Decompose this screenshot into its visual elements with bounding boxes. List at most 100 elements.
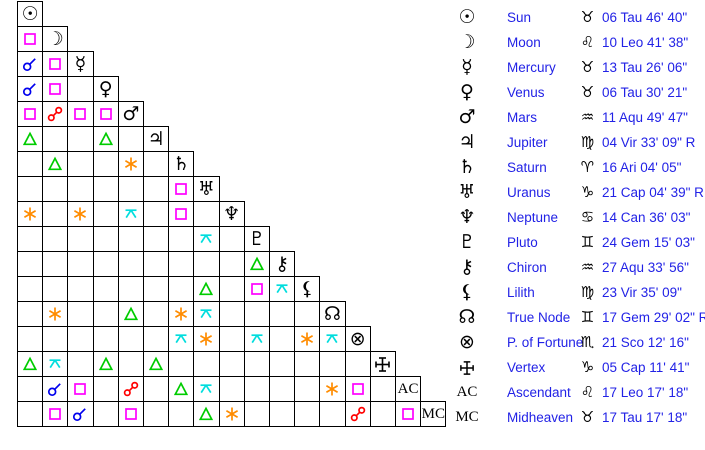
quincunx-aspect-icon [200, 234, 212, 244]
jupiter-glyph: ♃ [147, 127, 165, 150]
aspect-cell-chiron-uranus [193, 251, 220, 277]
aspect-cell-ascendant-vertex [369, 376, 396, 402]
planet-position-text: 21 Sco 12' 16" [602, 335, 689, 350]
square-aspect-icon [99, 108, 112, 120]
planet-position-text: 14 Can 36' 03" [602, 210, 691, 225]
zodiac-sign-glyph: ♏ [580, 333, 595, 351]
planet-position-text: 17 Tau 17' 18" [602, 410, 688, 425]
sextile-aspect-icon [326, 382, 339, 396]
planet-name: Moon [507, 35, 541, 50]
legend-row-moon: ☽ Moon ♌ 10 Leo 41' 38" [450, 30, 705, 55]
legend-row-neptune: ♆ Neptune ♋ 14 Can 36' 03" [450, 205, 705, 230]
sextile-aspect-icon [49, 307, 62, 321]
planet-name: Pluto [507, 235, 538, 250]
diagonal-mars: ♂ [117, 101, 144, 127]
planet-position-text: 11 Aqu 49' 47" [602, 110, 688, 125]
planet-name: Lilith [507, 285, 535, 300]
diagonal-lilith: ⚸ [294, 276, 321, 302]
aspect-cell-vertex-true-node [319, 351, 346, 377]
planet-position-text: 16 Ari 04' 05" [602, 160, 682, 175]
midheaven-glyph: MC [421, 405, 445, 422]
planet-position-text: 24 Gem 15' 03" [602, 235, 695, 250]
aspect-cell-ascendant-moon [42, 376, 69, 402]
aspect-cell-true-node-jupiter [143, 301, 170, 327]
zodiac-sign-glyph: ♉ [580, 58, 595, 76]
square-aspect-icon [175, 208, 188, 220]
quincunx-aspect-icon [276, 284, 288, 294]
quincunx-aspect-icon [49, 359, 61, 369]
diagonal-moon: ☽ [42, 26, 69, 52]
chiron-glyph: ⚷ [275, 252, 290, 275]
aspect-cell-venus-mercury [67, 76, 94, 102]
ascendant-glyph: AC [456, 384, 478, 400]
aspect-cell-lilith-moon [42, 276, 69, 302]
trine-aspect-icon [98, 131, 113, 146]
legend-row-venus: ♀ Venus ♉ 06 Tau 30' 21" [450, 80, 705, 105]
aspect-cell-lilith-neptune [218, 276, 245, 302]
quincunx-aspect-icon [326, 334, 338, 344]
trine-aspect-icon [48, 156, 63, 171]
aspect-cell-ascendant-jupiter [143, 376, 170, 402]
planet-position-text: 13 Tau 26' 06" [602, 60, 688, 75]
aspect-cell-uranus-moon [42, 176, 69, 202]
aspect-cell-vertex-pluto [243, 351, 270, 377]
aspect-cell-neptune-moon [42, 201, 69, 227]
mercury-glyph: ☿ [461, 56, 473, 78]
aspect-cell-uranus-jupiter [143, 176, 170, 202]
chiron-glyph: ⚷ [460, 256, 474, 278]
planet-name: Sun [507, 10, 532, 25]
planet-position-text: 23 Vir 35' 09" [602, 285, 682, 300]
square-aspect-icon [49, 408, 62, 420]
aspect-cell-vertex-saturn [168, 351, 195, 377]
aspect-cell-vertex-fortune [344, 351, 371, 377]
opposition-aspect-icon [48, 106, 63, 122]
diagonal-fortune: ⊗ [344, 326, 371, 352]
aspect-cell-pluto-sun [17, 226, 44, 252]
legend-row-true-node: ☊ True Node ♊ 17 Gem 29' 02" R [450, 305, 705, 330]
aspect-cell-saturn-jupiter [143, 151, 170, 177]
diagonal-vertex [369, 351, 396, 377]
square-aspect-icon [24, 33, 36, 45]
trine-aspect-icon [249, 256, 264, 271]
aspect-cell-pluto-saturn [168, 226, 195, 252]
aspect-cell-pluto-venus [92, 226, 119, 252]
zodiac-sign-glyph: ♑ [580, 358, 595, 376]
aspect-cell-ascendant-venus [92, 376, 119, 402]
legend-row-chiron: ⚷ Chiron ♒ 27 Aqu 33' 56" [450, 255, 705, 280]
planet-name: Jupiter [507, 135, 548, 150]
aspect-cell-ascendant-saturn [168, 376, 195, 402]
zodiac-sign-glyph: ♊ [580, 308, 595, 326]
planet-name: Saturn [507, 160, 547, 175]
aspect-cell-ascendant-sun [17, 376, 44, 402]
legend-row-midheaven: MC Midheaven ♉ 17 Tau 17' 18" [450, 405, 705, 430]
aspect-cell-midheaven-neptune [218, 401, 245, 427]
legend-row-ascendant: AC Ascendant ♌ 17 Leo 17' 18" [450, 380, 705, 405]
aspect-cell-fortune-chiron [269, 326, 296, 352]
aspect-cell-true-node-mercury [67, 301, 94, 327]
planet-position-legend: ☉ Sun ♉ 06 Tau 46' 40" ☽ Moon ♌ 10 Leo 41' 38" ☿… [450, 0, 705, 450]
aspect-cell-jupiter-venus [92, 126, 119, 152]
neptune-glyph: ♆ [458, 206, 476, 228]
planet-position-text: 17 Gem 29' 02" R [602, 310, 705, 325]
aspect-cell-midheaven-saturn [168, 401, 195, 427]
zodiac-sign-glyph: ♌ [580, 33, 595, 51]
legend-row-vertex: Vertex ♑ 05 Cap 11' 41" [450, 355, 705, 380]
aspect-cell-jupiter-moon [42, 126, 69, 152]
aspect-cell-midheaven-moon [42, 401, 69, 427]
aspect-cell-lilith-pluto [243, 276, 270, 302]
zodiac-sign-glyph: ♑ [580, 183, 595, 201]
fortune-glyph: ⊗ [349, 327, 366, 350]
aspect-cell-vertex-jupiter [143, 351, 170, 377]
trine-aspect-icon [22, 356, 38, 371]
legend-row-mercury: ☿ Mercury ♉ 13 Tau 26' 06" [450, 55, 705, 80]
aspect-cell-chiron-mars [117, 251, 144, 277]
aspect-cell-ascendant-lilith [294, 376, 321, 402]
square-aspect-icon [402, 408, 414, 420]
planet-position-text: 05 Cap 11' 41" [602, 360, 690, 375]
fortune-glyph: ⊗ [459, 331, 475, 353]
aspect-cell-moon-sun [17, 26, 44, 52]
aspect-cell-chiron-neptune [218, 251, 245, 277]
aspect-cell-midheaven-venus [92, 401, 119, 427]
aspect-cell-mars-moon [42, 101, 69, 127]
aspect-cell-midheaven-mars [117, 401, 144, 427]
